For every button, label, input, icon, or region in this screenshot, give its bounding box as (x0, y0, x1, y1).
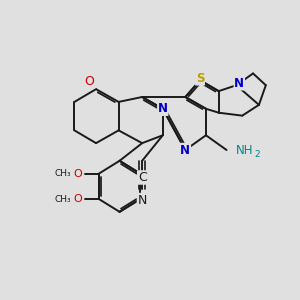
Text: N: N (180, 143, 190, 157)
Text: N: N (234, 77, 244, 90)
Text: N: N (158, 102, 168, 115)
Text: C: C (138, 171, 146, 184)
Text: 2: 2 (254, 150, 260, 159)
Text: CH₃: CH₃ (54, 169, 71, 178)
Text: CH₃: CH₃ (54, 195, 71, 204)
Text: O: O (73, 194, 82, 204)
Text: NH: NH (236, 143, 254, 157)
Text: O: O (73, 169, 82, 178)
Text: S: S (196, 72, 204, 85)
Text: O: O (85, 75, 94, 88)
Text: N: N (137, 194, 147, 207)
